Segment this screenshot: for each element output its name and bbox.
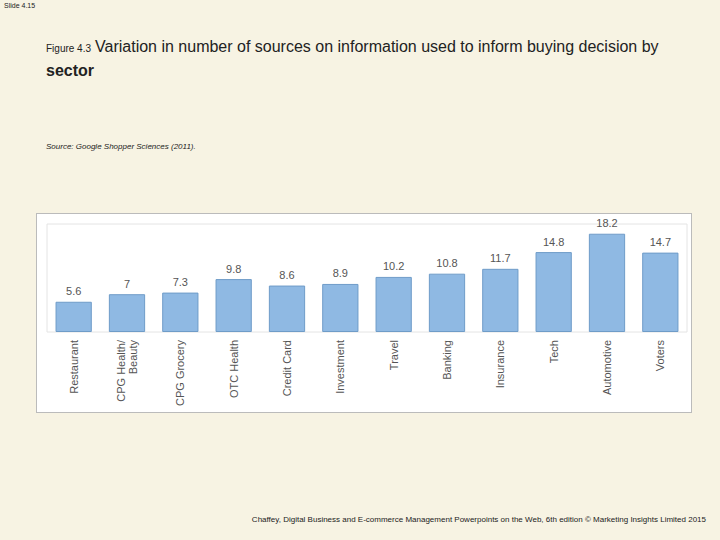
svg-text:18.2: 18.2 [596, 217, 617, 229]
svg-text:9.8: 9.8 [226, 263, 241, 275]
svg-text:7.3: 7.3 [173, 276, 188, 288]
svg-text:11.7: 11.7 [490, 252, 511, 264]
svg-text:10.8: 10.8 [436, 257, 457, 269]
html-text:Slide 4.15: Slide 4.15 [4, 2, 36, 9]
svg-text:OTC Health: OTC Health [228, 340, 240, 398]
svg-text:CPG Health/: CPG Health/ [115, 339, 127, 402]
svg-text:7: 7 [124, 278, 130, 290]
html-text:sector: sector [46, 62, 94, 79]
svg-text:Automotive: Automotive [601, 340, 613, 395]
svg-text:8.6: 8.6 [279, 269, 294, 281]
svg-text:5.6: 5.6 [66, 285, 81, 297]
svg-text:Beauty: Beauty [127, 340, 139, 375]
svg-text:Travel: Travel [388, 340, 400, 370]
html-text:Chaffey, Digital Business and: Chaffey, Digital Business and E-commerce… [251, 515, 706, 524]
svg-text:CPG Grocery: CPG Grocery [174, 340, 186, 407]
svg-text:Insurance: Insurance [494, 340, 506, 388]
svg-text:Banking: Banking [441, 340, 453, 380]
svg-text:10.2: 10.2 [383, 260, 404, 272]
html-text:Figure 4.3 Variation in number: Figure 4.3 Variation in number of source… [46, 38, 659, 55]
html-text:Source: Google Shopper Science: Source: Google Shopper Sciences (2011). [46, 142, 196, 151]
svg-text:Voters: Voters [654, 340, 666, 372]
svg-text:Restaurant: Restaurant [68, 340, 80, 394]
svg-text:Tech: Tech [548, 340, 560, 363]
svg-text:Credit Card: Credit Card [281, 340, 293, 396]
svg-text:14.7: 14.7 [650, 236, 671, 248]
svg-text:14.8: 14.8 [543, 236, 564, 248]
svg-text:Investment: Investment [334, 340, 346, 394]
svg-text:8.9: 8.9 [333, 267, 348, 279]
